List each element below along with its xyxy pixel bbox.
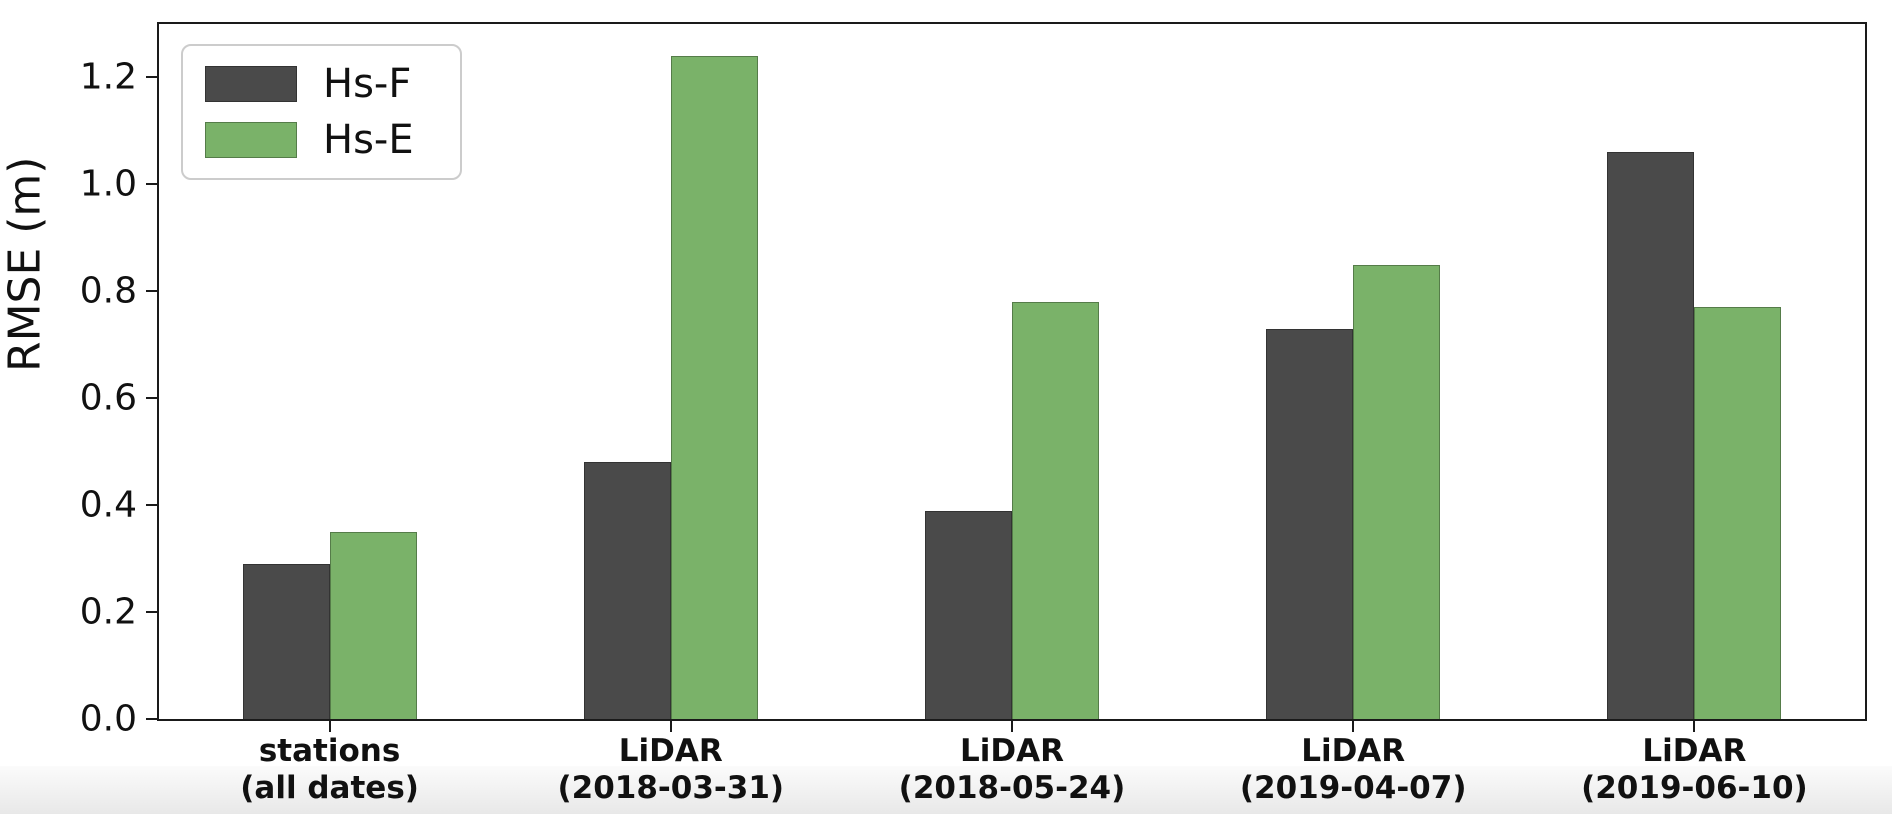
x-tick-label-line2: (all dates) (240, 770, 419, 807)
y-tick-0.4 (146, 504, 157, 507)
bar-hs-e-cat1 (670, 56, 758, 719)
y-tick-label-1.2: 1.2 (79, 56, 137, 98)
y-tick-label-0.8: 0.8 (79, 270, 137, 312)
x-tick-4 (1693, 721, 1696, 732)
y-tick-0.8 (146, 290, 157, 293)
bar-hs-e-cat0 (329, 531, 417, 719)
x-tick-label-line1: LiDAR (618, 733, 723, 769)
plot-area: RMSE (m) Hs-F Hs-E 0.0 0.2 0.4 0.6 0.8 1.0 1.2 s… (0, 22, 1867, 806)
y-tick-0.0 (146, 718, 157, 720)
bar-hs-e-cat3 (1353, 264, 1441, 719)
y-tick-0.2 (146, 611, 157, 614)
x-tick-label-line1: LiDAR (1301, 733, 1406, 769)
y-tick-label-0.2: 0.2 (79, 591, 137, 633)
y-tick-0.6 (146, 397, 157, 400)
legend-swatch-hs-f (205, 66, 297, 102)
legend-swatch-hs-e (205, 122, 297, 158)
x-tick-label-line2: (2018-05-24) (898, 770, 1126, 807)
bar-hs-f-cat1 (583, 462, 671, 719)
x-tick-label-line1: LiDAR (1642, 733, 1747, 769)
x-tick-0 (328, 721, 331, 732)
legend-item-hs-f: Hs-F (205, 64, 414, 104)
x-tick-label-line1: stations (258, 733, 401, 769)
x-tick-3 (1352, 721, 1355, 732)
legend-item-hs-e: Hs-E (205, 120, 414, 160)
x-tick-label-line2: (2018-03-31) (557, 770, 785, 807)
x-tick-label-2: LiDAR (2018-05-24) (832, 733, 1192, 807)
x-tick-label-3: LiDAR (2019-04-07) (1173, 733, 1533, 807)
x-tick-label-1: LiDAR (2018-03-31) (491, 733, 851, 807)
x-tick-label-0: stations (all dates) (150, 733, 510, 807)
bar-hs-e-cat2 (1012, 302, 1099, 719)
x-tick-2 (1011, 721, 1013, 732)
legend-label-hs-e: Hs-E (323, 117, 414, 163)
y-tick-1.0 (146, 183, 157, 186)
x-tick-label-line1: LiDAR (960, 733, 1064, 769)
x-tick-label-line2: (2019-06-10) (1581, 770, 1808, 807)
x-tick-label-4: LiDAR (2019-06-10) (1514, 733, 1874, 807)
y-axis-title: RMSE (m) (0, 156, 51, 372)
bar-hs-f-cat4 (1607, 152, 1695, 719)
y-tick-label-1.0: 1.0 (79, 163, 137, 205)
y-tick-1.2 (146, 76, 157, 79)
legend-label-hs-f: Hs-F (323, 61, 412, 107)
bar-hs-f-cat3 (1266, 328, 1354, 719)
legend: Hs-F Hs-E (181, 44, 462, 180)
x-tick-1 (669, 721, 672, 732)
bar-hs-f-cat2 (925, 510, 1012, 719)
bar-hs-f-cat0 (242, 563, 330, 719)
y-tick-label-0.6: 0.6 (79, 377, 137, 419)
bar-hs-e-cat4 (1694, 307, 1782, 719)
y-tick-label-0.4: 0.4 (79, 484, 137, 526)
y-tick-label-0.0: 0.0 (79, 698, 137, 740)
x-tick-label-line2: (2019-04-07) (1239, 770, 1467, 807)
